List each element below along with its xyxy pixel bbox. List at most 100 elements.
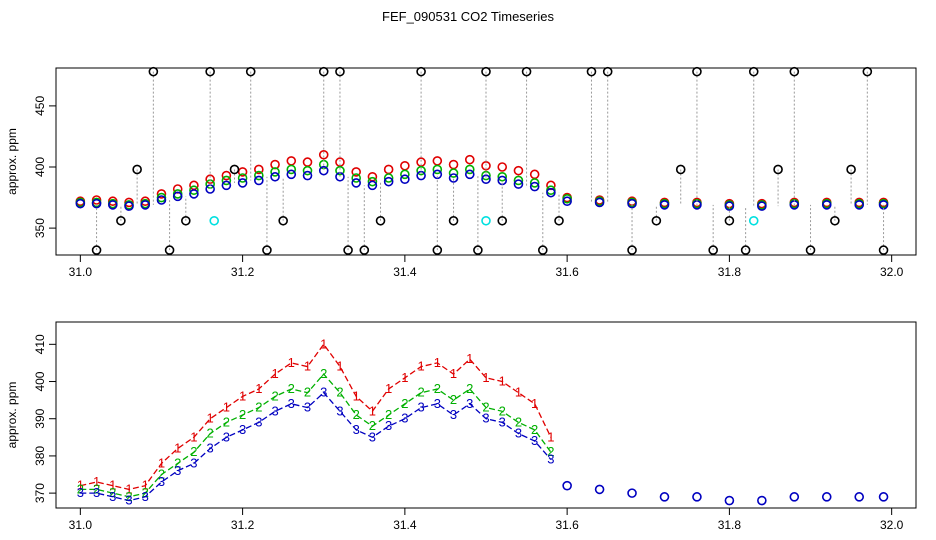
series-black-point (497, 215, 508, 226)
series-green-point (432, 164, 443, 175)
series-red-label-point: 1 (531, 396, 538, 411)
series-blue-label-point: 3 (336, 403, 343, 418)
series-green-label-point: 2 (466, 381, 473, 396)
series-blue-label-point: 3 (369, 429, 376, 444)
series-black-point (116, 215, 126, 226)
series-red-label-point: 1 (353, 388, 360, 403)
series-green-label-point: 2 (288, 381, 295, 396)
series-red-point (383, 164, 394, 175)
series-green-label-point: 2 (531, 422, 538, 437)
series-green-point (270, 167, 280, 177)
series-red-label-point: 1 (271, 366, 278, 381)
series-red-label-point: 1 (142, 478, 149, 493)
series-green-label-point: 2 (320, 366, 327, 381)
series-blue-label-point: 3 (77, 485, 84, 500)
series-blue-point (724, 201, 735, 211)
series-green-point (529, 178, 540, 188)
series-green-label-point: 2 (499, 403, 506, 418)
series-green-label-point: 2 (547, 444, 554, 459)
series-green-point (481, 170, 491, 181)
series-blue-label-point: 3 (547, 452, 554, 467)
series-black-point (773, 164, 783, 175)
series-black-point (416, 66, 426, 77)
series-red-label-point: 1 (190, 429, 197, 444)
series-blue-point (757, 201, 767, 211)
series-blue-label-point: 3 (109, 489, 116, 504)
x-tick-label: 31.2 (231, 518, 255, 532)
series-blue-point (878, 492, 889, 502)
series-red-label-point: 1 (304, 359, 311, 374)
series-blue-point (821, 200, 832, 210)
series-green-label-point: 2 (142, 485, 149, 500)
series-blue-label-point: 3 (174, 463, 181, 478)
series-red-label-point: 1 (417, 359, 424, 374)
series-red-label-point: 1 (109, 478, 116, 493)
series-black-point (448, 215, 459, 226)
top-y-axis-label: approx. ppm (5, 128, 19, 195)
series-black-point (724, 215, 735, 226)
series-cyan-point (748, 215, 759, 226)
series-red-label-point: 1 (288, 355, 295, 370)
x-tick-label: 31.8 (718, 265, 742, 279)
series-blue-label-point: 3 (531, 433, 538, 448)
series-blue-label-point: 3 (482, 411, 489, 426)
series-red-point (400, 160, 410, 171)
series-green-label-point: 2 (223, 414, 230, 429)
series-red-label-point: 1 (207, 411, 214, 426)
series-blue-point (286, 169, 297, 180)
series-red-label-point: 1 (174, 440, 181, 455)
series-blue-line (80, 391, 552, 502)
series-green-label-point: 2 (353, 407, 360, 422)
series-black-point (846, 164, 856, 175)
series-black-point (335, 66, 345, 77)
x-tick-label: 32.0 (880, 518, 904, 532)
series-black-point (878, 245, 889, 255)
y-tick-label: 380 (33, 446, 47, 466)
series-blue-point (757, 495, 767, 506)
series-black-point (148, 66, 159, 77)
x-tick-label: 32.0 (880, 265, 904, 279)
series-red-point (432, 156, 443, 166)
series-black-point (675, 164, 686, 175)
series-red-point (286, 156, 297, 166)
bottom-y-axis-label: approx. ppm (5, 382, 19, 449)
x-tick-label: 31.4 (393, 518, 417, 532)
series-green-label-point: 2 (434, 381, 441, 396)
series-red-label-point: 1 (401, 370, 408, 385)
series-black-point (537, 245, 548, 255)
series-green-point (448, 168, 459, 178)
series-blue-label-point: 3 (158, 474, 165, 489)
bottom-panel-axes: 31.0 31.2 31.4 31.6 31.8 32.0 370 380 390 400 410 (33, 334, 904, 532)
series-red-label-point: 1 (255, 381, 262, 396)
y-tick-label: 400 (33, 371, 47, 391)
series-blue-label-point: 3 (401, 411, 408, 426)
series-blue-point (659, 492, 670, 502)
series-black-point (205, 66, 215, 77)
series-green-label-point: 2 (336, 385, 343, 400)
series-blue-point (140, 200, 151, 210)
series-blue-point (351, 178, 361, 188)
series-blue-point (221, 180, 232, 191)
series-red-point (254, 164, 264, 175)
series-blue-point (172, 191, 183, 202)
series-black-point (262, 245, 272, 255)
series-red-point (221, 170, 232, 181)
series-red-point (205, 174, 215, 185)
series-black-point (830, 215, 840, 226)
series-blue-point (302, 170, 313, 181)
series-green-line (80, 373, 552, 498)
series-green-label-point: 2 (93, 481, 100, 496)
series-black-point (586, 66, 597, 77)
series-green-label-point: 2 (190, 444, 197, 459)
series-blue-point (529, 181, 540, 192)
series-red-label-point: 1 (158, 455, 165, 470)
series-cyan-point (481, 215, 491, 226)
series-blue-point (124, 201, 134, 211)
series-red-label-point: 1 (77, 478, 84, 493)
series-red-label-point: 1 (434, 355, 441, 370)
series-blue-point (383, 176, 394, 187)
series-red-point (318, 149, 329, 160)
series-green-label-point: 2 (125, 489, 132, 504)
series-blue-point (464, 169, 475, 180)
